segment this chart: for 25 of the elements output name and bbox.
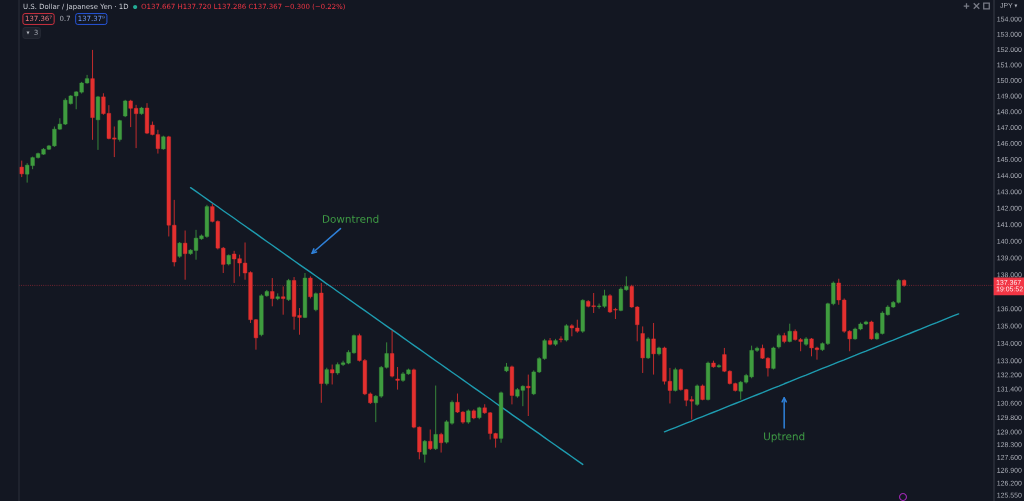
line-series [663, 313, 960, 433]
candlestick [428, 429, 433, 451]
candlestick [95, 95, 101, 151]
candlestick [308, 275, 313, 299]
candlestick [390, 329, 395, 378]
candlestick [558, 335, 564, 343]
candlestick [270, 277, 275, 307]
line-series [189, 186, 584, 466]
candlestick [439, 432, 444, 453]
candlestick [395, 366, 400, 391]
candlestick [695, 384, 700, 407]
candlestick [313, 292, 318, 312]
candlestick [526, 374, 531, 417]
candlestick [183, 230, 188, 281]
candlestick [716, 363, 721, 369]
candlestick [673, 367, 678, 392]
candlestick [281, 285, 286, 316]
candlestick [433, 385, 438, 451]
candlestick [646, 336, 651, 360]
candlestick [330, 364, 335, 385]
candlestick [651, 322, 656, 375]
candlestick [286, 278, 291, 302]
annotation: Uptrend [764, 432, 805, 443]
candlestick [422, 439, 427, 464]
annotation: Downtrend [322, 214, 379, 223]
